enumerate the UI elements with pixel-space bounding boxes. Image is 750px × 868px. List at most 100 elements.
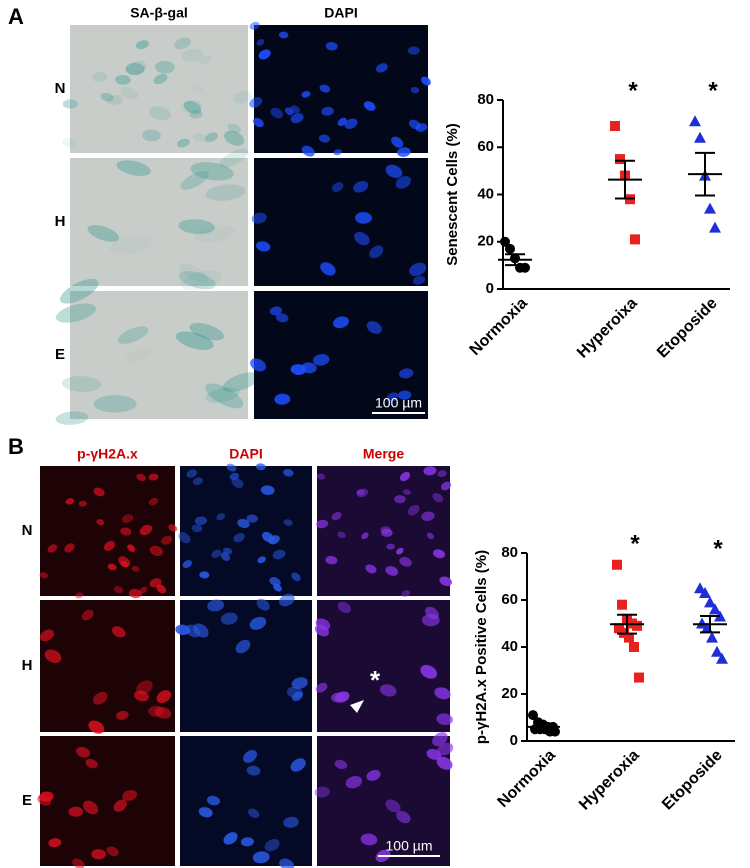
- nucleus: [283, 816, 299, 828]
- nucleus: [319, 84, 331, 93]
- nucleus: [426, 748, 442, 760]
- nucleus: [432, 732, 448, 747]
- nucleus: [432, 549, 446, 559]
- cell: [106, 95, 123, 106]
- nucleus: [156, 690, 172, 704]
- nucleus: [426, 532, 434, 540]
- nucleus: [291, 691, 303, 702]
- nucleus: [260, 485, 275, 496]
- nucleus: [226, 463, 237, 472]
- nucleus: [434, 687, 451, 700]
- point: [528, 710, 538, 721]
- nucleus: [354, 231, 370, 246]
- nucleus: [379, 684, 397, 697]
- point: [610, 120, 620, 131]
- nucleus: [413, 275, 426, 285]
- point: [699, 586, 711, 598]
- nucleus: [318, 134, 331, 143]
- cell: [189, 322, 225, 341]
- point: [704, 202, 716, 214]
- significance-marker: *: [708, 78, 718, 105]
- micrograph: [40, 466, 175, 596]
- nucleus: [284, 107, 294, 116]
- cell: [193, 133, 207, 142]
- cell: [126, 60, 147, 76]
- nucleus: [356, 488, 369, 498]
- point: [716, 652, 728, 664]
- cell: [178, 271, 216, 290]
- nucleus: [256, 598, 270, 611]
- nucleus: [237, 518, 250, 529]
- nucleus: [255, 463, 266, 471]
- micrograph: [70, 158, 248, 286]
- nucleus: [96, 519, 105, 526]
- cell: [189, 110, 203, 119]
- nucleus: [291, 677, 308, 689]
- nucleus: [407, 46, 420, 55]
- point: [617, 599, 627, 610]
- cell: [190, 84, 204, 94]
- nucleus: [386, 392, 399, 402]
- nucleus: [256, 39, 265, 46]
- nucleus: [160, 535, 173, 545]
- nucleus: [436, 713, 453, 726]
- nucleus: [256, 241, 271, 252]
- y-tick-label: 20: [477, 233, 494, 250]
- cell: [120, 86, 139, 100]
- nucleus: [261, 531, 275, 543]
- nucleus: [365, 564, 377, 574]
- cell: [108, 235, 152, 255]
- nucleus: [192, 477, 203, 486]
- cell: [61, 376, 102, 392]
- nucleus: [247, 808, 260, 818]
- nucleus: [396, 810, 411, 824]
- nucleus: [385, 164, 403, 179]
- nucleus: [246, 514, 258, 523]
- nucleus: [246, 765, 261, 776]
- nucleus: [301, 362, 317, 374]
- cell: [125, 63, 145, 76]
- nucleus: [315, 682, 328, 693]
- cell: [100, 92, 114, 102]
- nucleus: [47, 544, 58, 553]
- nucleus: [240, 837, 254, 847]
- point: [704, 596, 716, 608]
- nucleus: [331, 511, 342, 521]
- nucleus: [366, 321, 382, 334]
- nucleus: [243, 749, 258, 763]
- nucleus: [423, 466, 437, 476]
- nucleus: [436, 756, 453, 770]
- nucleus: [72, 858, 85, 868]
- nucleus: [85, 758, 98, 769]
- nucleus: [399, 471, 411, 482]
- point: [615, 154, 625, 165]
- cell: [205, 383, 244, 409]
- nucleus: [233, 533, 245, 543]
- point: [709, 603, 721, 615]
- nucleus: [136, 473, 146, 482]
- row-label: N: [22, 522, 33, 539]
- nucleus: [381, 528, 393, 537]
- panel-label: B: [8, 434, 24, 459]
- cell: [149, 106, 171, 121]
- nucleus: [111, 626, 126, 638]
- cell: [205, 184, 246, 201]
- nucleus: [134, 690, 149, 702]
- nucleus: [148, 473, 159, 481]
- nucleus: [93, 487, 105, 497]
- point: [689, 115, 701, 127]
- nucleus: [139, 586, 148, 594]
- cell: [178, 263, 209, 283]
- point: [694, 131, 706, 143]
- nucleus: [68, 806, 84, 817]
- y-tick-label: 20: [501, 685, 518, 702]
- cell: [204, 132, 218, 143]
- micrograph: [317, 736, 450, 866]
- cell: [177, 138, 190, 148]
- nucleus: [407, 504, 420, 516]
- nucleus: [314, 786, 330, 798]
- nucleus: [91, 849, 107, 860]
- cell: [181, 48, 203, 63]
- nucleus: [191, 524, 203, 533]
